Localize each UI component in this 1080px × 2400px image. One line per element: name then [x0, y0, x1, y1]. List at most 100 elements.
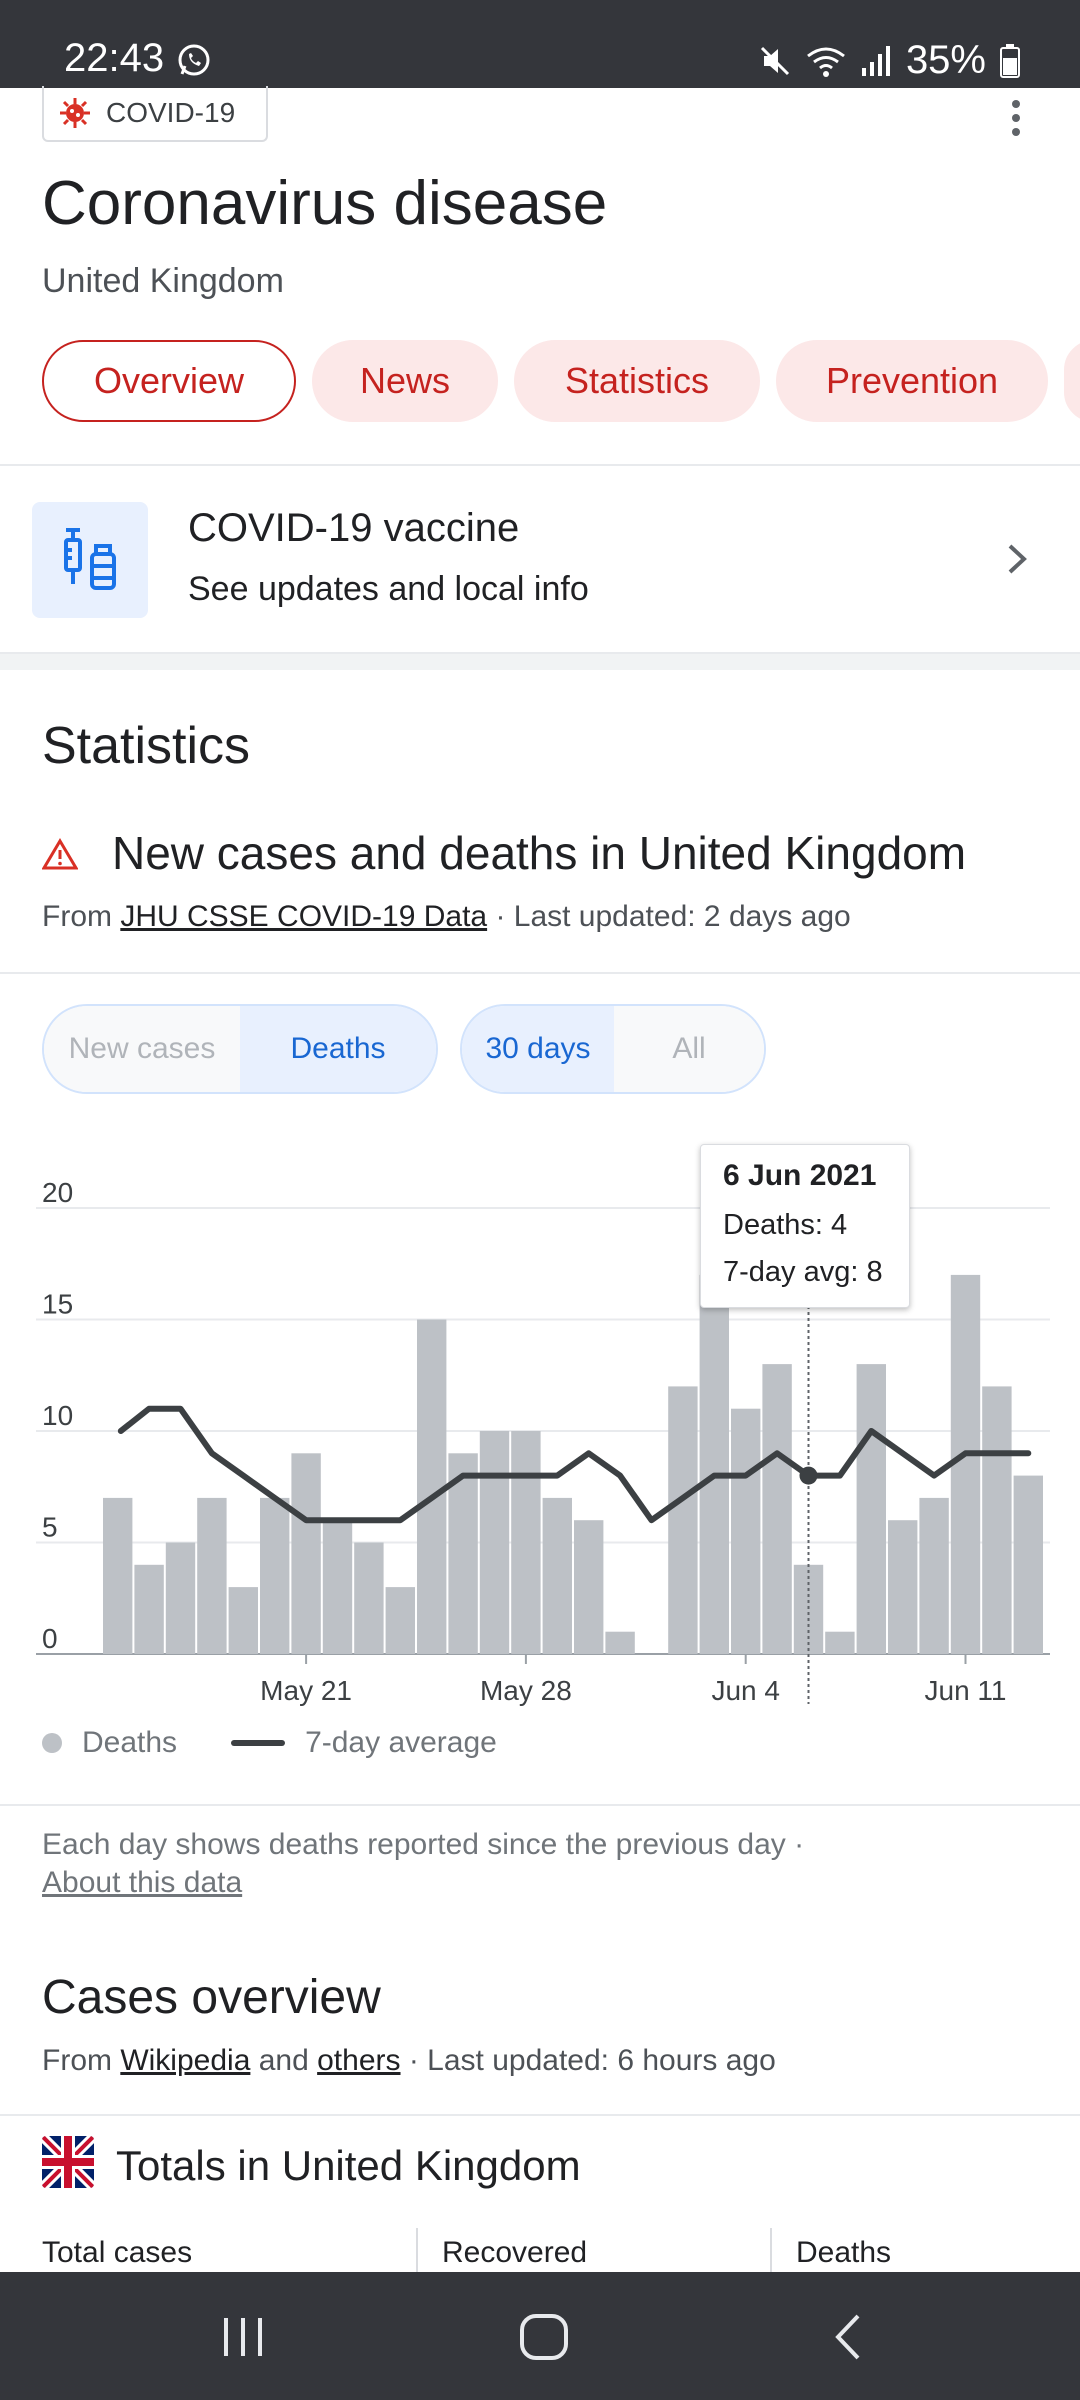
column-separator	[770, 2228, 772, 2272]
stats-source-line: From JHU CSSE COVID-19 Data · Last updat…	[42, 900, 851, 934]
deaths-header: Deaths	[796, 2236, 892, 2269]
battery-icon	[1000, 43, 1020, 78]
y-tick-label: 5	[42, 1512, 58, 1543]
system-nav-bar	[0, 2272, 1080, 2400]
legend-average-marker	[231, 1740, 286, 1746]
highlight-point	[799, 1466, 818, 1485]
source-link[interactable]: JHU CSSE COVID-19 Data	[120, 900, 488, 933]
vaccine-icon-box	[32, 502, 148, 618]
recent-apps-icon[interactable]	[218, 2312, 268, 2362]
recovered-header: Recovered	[442, 2236, 588, 2269]
bar	[699, 1274, 729, 1654]
bar	[825, 1631, 855, 1654]
bar	[197, 1497, 227, 1654]
bar	[762, 1364, 792, 1654]
status-bar: 22:43 35%	[0, 0, 1080, 88]
bar	[291, 1453, 321, 1654]
legend-deaths-label: Deaths	[82, 1726, 178, 1759]
column-separator	[416, 2228, 418, 2272]
total-cases-header: Total cases	[42, 2236, 193, 2269]
x-tick-label: May 28	[480, 1675, 572, 1706]
bar	[228, 1587, 258, 1654]
bar	[260, 1497, 290, 1654]
divider	[0, 972, 1080, 974]
x-tick-label: May 21	[260, 1675, 352, 1706]
topic-tabs: Overview News Statistics Prevention	[42, 340, 1080, 422]
page-subtitle: United Kingdom	[42, 262, 284, 300]
signal-icon	[861, 45, 890, 76]
others-link[interactable]: others	[317, 2044, 401, 2077]
bar	[103, 1497, 133, 1654]
chart-legend: Deaths 7-day average	[42, 1726, 497, 1760]
bar	[731, 1408, 761, 1654]
wifi-icon	[807, 47, 845, 77]
source-updated: · Last updated: 2 days ago	[487, 900, 851, 933]
bar	[448, 1453, 478, 1654]
data-note-text: Each day shows deaths reported since the…	[42, 1828, 805, 1861]
tab-next-partial[interactable]	[1064, 340, 1080, 422]
tab-news[interactable]: News	[312, 340, 498, 422]
new-cases-toggle[interactable]: New cases	[44, 1006, 240, 1092]
covid-chip-label: COVID-19	[106, 97, 236, 128]
bar	[134, 1564, 164, 1654]
more-options-icon[interactable]	[1000, 96, 1032, 140]
battery-percent: 35%	[905, 38, 986, 82]
tab-overview[interactable]: Overview	[42, 340, 296, 422]
tooltip-date: 6 Jun 2021	[723, 1159, 877, 1192]
bar	[888, 1520, 918, 1654]
chart-tooltip: 6 Jun 2021 Deaths: 4 7-day avg: 8	[700, 1144, 910, 1308]
all-toggle[interactable]: All	[614, 1006, 764, 1092]
bar	[574, 1520, 604, 1654]
bar	[668, 1386, 698, 1654]
statistics-heading: Statistics	[42, 717, 251, 775]
about-data-link[interactable]: About this data	[42, 1866, 243, 1899]
y-tick-label: 0	[42, 1623, 58, 1654]
bar	[322, 1520, 353, 1654]
vaccine-subtitle: See updates and local info	[188, 570, 589, 608]
source-prefix: From	[42, 900, 121, 933]
bar	[605, 1631, 635, 1654]
page-title: Coronavirus disease	[42, 169, 608, 238]
x-tick-label: Jun 4	[711, 1675, 780, 1706]
divider	[0, 464, 1080, 466]
uk-flag-icon	[42, 2136, 94, 2188]
bar	[919, 1497, 949, 1654]
tooltip-deaths: Deaths: 4	[723, 1209, 848, 1241]
mute-icon	[760, 46, 789, 75]
vaccine-card[interactable]: COVID-19 vaccine See updates and local i…	[0, 466, 1080, 652]
chevron-right-icon	[1008, 544, 1027, 574]
wikipedia-link[interactable]: Wikipedia	[120, 2044, 251, 2077]
bar	[1013, 1475, 1043, 1654]
cases-overview-heading: Cases overview	[42, 1971, 381, 2024]
bar	[511, 1431, 541, 1654]
cases-source-line: From Wikipedia and others · Last updated…	[42, 2044, 776, 2078]
y-tick-label: 20	[42, 1177, 73, 1208]
deaths-toggle[interactable]: Deaths	[240, 1006, 436, 1092]
metric-toggle: New cases Deaths	[42, 1004, 438, 1094]
vaccine-icon	[64, 528, 116, 590]
bar	[417, 1319, 447, 1654]
y-tick-label: 10	[42, 1400, 73, 1431]
covid-chip[interactable]: COVID-19	[42, 86, 268, 142]
data-note: Each day shows deaths reported since the…	[42, 1826, 804, 1902]
divider	[0, 1804, 1080, 1806]
range-toggle: 30 days All	[460, 1004, 766, 1094]
y-tick-label: 15	[42, 1289, 73, 1320]
tooltip-average: 7-day avg: 8	[723, 1256, 883, 1288]
totals-title: Totals in United Kingdom	[116, 2142, 581, 2189]
whatsapp-icon	[178, 44, 210, 76]
bar	[479, 1431, 510, 1654]
bar	[165, 1542, 196, 1654]
tab-prevention[interactable]: Prevention	[776, 340, 1048, 422]
home-icon[interactable]	[518, 2312, 570, 2362]
tab-statistics[interactable]: Statistics	[514, 340, 760, 422]
cases-source-mid: and	[250, 2044, 318, 2077]
x-tick-label: Jun 11	[925, 1675, 1007, 1706]
bar	[856, 1364, 886, 1654]
30-days-toggle[interactable]: 30 days	[462, 1006, 614, 1092]
bar	[793, 1564, 824, 1654]
deaths-chart[interactable]: 0 5 10 15 20 May 21 May 28 Jun 4 Jun 11	[0, 1130, 1080, 1770]
back-icon[interactable]	[828, 2312, 868, 2362]
chart-title: New cases and deaths in United Kingdom	[112, 827, 967, 879]
virus-icon	[60, 98, 90, 128]
